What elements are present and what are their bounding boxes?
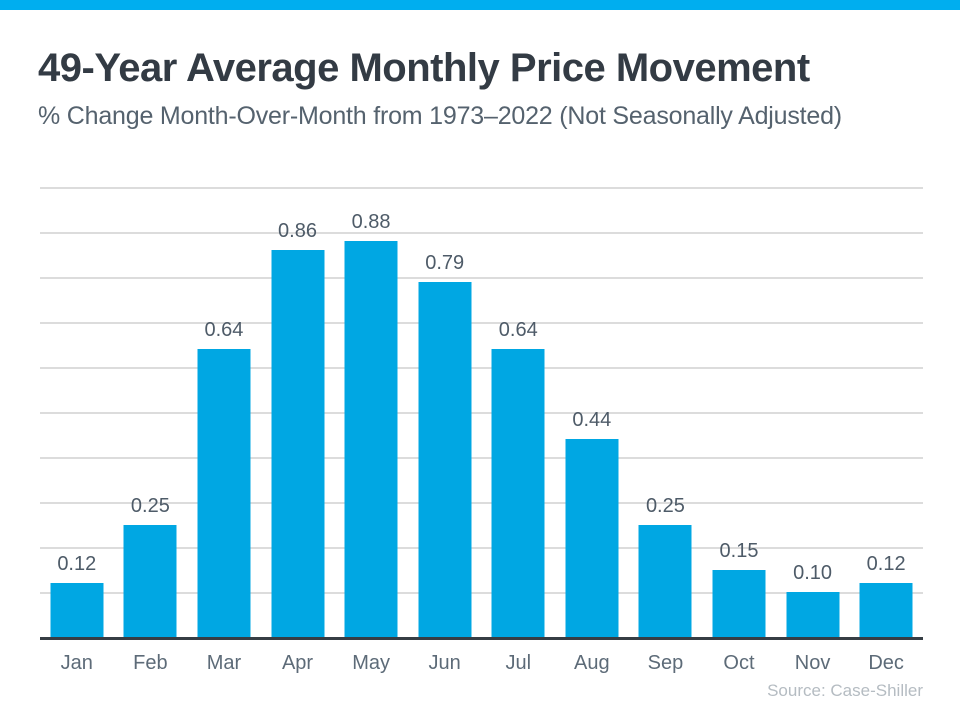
- bar-column: 0.88: [334, 187, 408, 637]
- chart-subtitle: % Change Month-Over-Month from 1973–2022…: [38, 102, 842, 130]
- gridline: [40, 412, 923, 414]
- gridline: [40, 367, 923, 369]
- x-axis-label: Feb: [133, 652, 168, 674]
- x-axis-label: Jun: [428, 652, 461, 674]
- bar-value-label: 0.12: [57, 553, 97, 575]
- bar-value-label: 0.44: [572, 409, 612, 431]
- bar-column: 0.15: [702, 187, 776, 637]
- x-axis-label: Aug: [574, 652, 610, 674]
- bar: [565, 439, 619, 637]
- bar-column: 0.44: [555, 187, 629, 637]
- bar: [418, 281, 472, 637]
- x-axis-label: May: [352, 652, 390, 674]
- x-axis-label: Apr: [281, 652, 314, 674]
- gridline: [40, 187, 923, 189]
- x-axis-line: [40, 637, 923, 640]
- bar: [712, 569, 766, 637]
- top-accent-bar: [0, 0, 960, 10]
- bar: [50, 583, 104, 637]
- bar-column: 0.12: [40, 187, 114, 637]
- bar-value-label: 0.25: [645, 494, 685, 517]
- gridline: [40, 457, 923, 459]
- bar-chart-plot-area: 0.12 0.25 0.64 0.86 0.88 0.79 0.64 0.44 0.25 0.15…: [40, 187, 923, 640]
- bar: [344, 241, 398, 637]
- bar: [491, 349, 545, 637]
- bar-column: 0.64: [187, 187, 261, 637]
- bars: 0.12 0.25 0.64 0.86 0.88 0.79 0.64 0.44 0.25 0.15…: [40, 187, 923, 637]
- bar: [197, 349, 251, 637]
- bar-value-label: 0.15: [719, 539, 759, 562]
- bar-column: 0.64: [481, 187, 555, 637]
- x-axis-label: Jan: [60, 652, 93, 674]
- x-axis-labels: Jan Feb Mar Apr May Jun Jul Aug Sep Oct Nov Dec: [40, 651, 923, 675]
- bar-value-label: 0.25: [130, 494, 170, 517]
- bar-column: 0.10: [776, 187, 850, 637]
- chart-title: 49-Year Average Monthly Price Movement: [38, 46, 810, 90]
- bar: [123, 524, 177, 637]
- gridline: [40, 592, 923, 594]
- x-axis-label: Oct: [723, 652, 755, 674]
- bar: [271, 250, 325, 637]
- bar-value-label: 0.12: [866, 553, 906, 575]
- bar-value-label: 0.86: [278, 220, 317, 242]
- bar-value-label: 0.64: [498, 319, 538, 341]
- bar-column: 0.79: [408, 187, 482, 637]
- gridline: [40, 232, 923, 234]
- bar-value-label: 0.88: [351, 211, 391, 233]
- source-credit: Source: Case-Shiller: [767, 681, 923, 700]
- bar: [859, 583, 913, 637]
- x-axis-label: Mar: [206, 652, 242, 674]
- bar-value-label: 0.10: [793, 562, 833, 584]
- bar-column: 0.12: [849, 187, 923, 637]
- x-axis-label: Sep: [647, 652, 684, 674]
- gridline: [40, 547, 923, 549]
- x-axis-label: Jul: [505, 652, 532, 674]
- bar-column: 0.25: [629, 187, 703, 637]
- gridlines: [40, 187, 923, 637]
- gridline: [40, 322, 923, 324]
- bar-column: 0.86: [261, 187, 335, 637]
- gridline: [40, 277, 923, 279]
- bar: [786, 592, 840, 637]
- bar: [638, 524, 692, 637]
- gridline: [40, 502, 923, 504]
- x-axis-label: Dec: [868, 652, 904, 674]
- x-axis-label: Nov: [794, 652, 831, 674]
- bar-value-label: 0.64: [204, 319, 244, 341]
- bar-value-label: 0.79: [425, 251, 465, 274]
- bar-column: 0.25: [114, 187, 188, 637]
